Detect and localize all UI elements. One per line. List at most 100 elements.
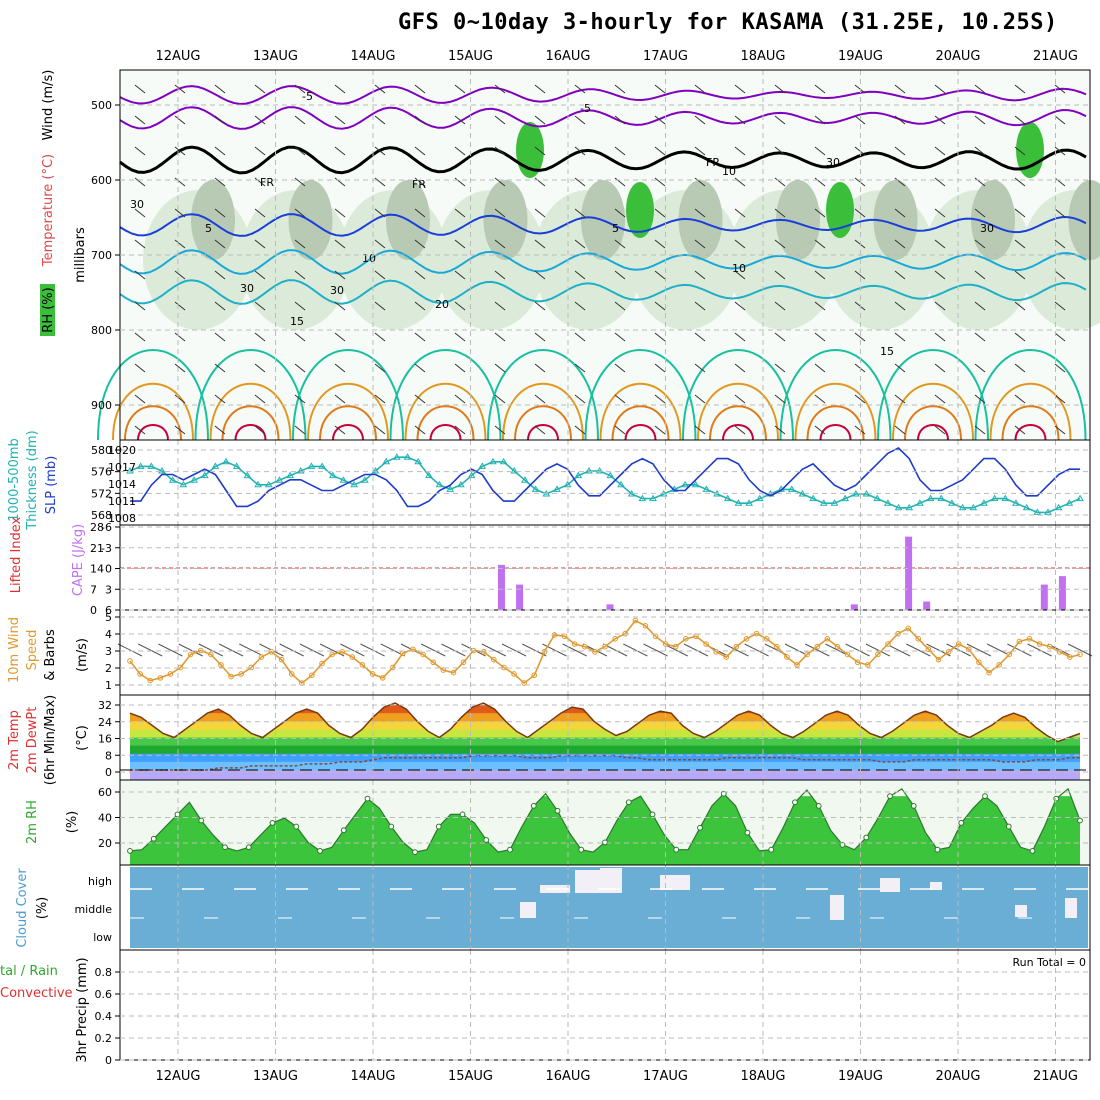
wind-barb: [534, 270, 546, 280]
y-tick-label: 0.6: [95, 988, 113, 1001]
wind-barb: [254, 270, 266, 280]
wind-barb: [734, 425, 746, 435]
wind-barb: [294, 208, 306, 218]
date-bottom-label: 21AUG: [1033, 1069, 1078, 1084]
wind-barb: [294, 239, 306, 249]
rh-point: [245, 844, 252, 851]
wind-barb: [694, 239, 706, 249]
temp-color-band: [130, 769, 1080, 780]
wind-barb: [614, 332, 626, 342]
contour-label: 30: [826, 156, 840, 169]
wind-barb: [134, 115, 146, 125]
wind-barb: [374, 394, 386, 404]
wind-barb: [894, 425, 906, 435]
wind-barb: [974, 301, 986, 311]
cloud-units-label: (%): [35, 897, 50, 920]
surface-wind-barb: [481, 643, 507, 657]
wind-barb: [694, 394, 706, 404]
wind-barb: [334, 146, 346, 156]
cape-tick-label: 14: [90, 563, 104, 576]
run-total-label: Run Total = 0: [1013, 956, 1087, 969]
y-tick-label: 24: [98, 716, 112, 729]
rh-point: [625, 799, 632, 806]
wind-barb: [574, 208, 586, 218]
wind-barb: [734, 115, 746, 125]
wind-barb: [374, 146, 386, 156]
wind-barb: [734, 394, 746, 404]
wind-barb: [374, 363, 386, 373]
wind-barb: [334, 115, 346, 125]
wind-barb: [174, 177, 186, 187]
thickness-point: [1076, 494, 1084, 502]
surface-wind-barb: [744, 643, 769, 657]
wind-barb: [494, 208, 506, 218]
surface-wind-barb: [542, 643, 567, 657]
y-tick-label: 0: [105, 563, 112, 576]
temp-dome-contour: [892, 382, 974, 441]
wind-barb: [214, 177, 226, 187]
contour-label: 15: [880, 345, 894, 358]
contour-label: 5: [205, 222, 212, 235]
surface-wind-barb: [158, 643, 183, 657]
temp-dome-contour: [1014, 424, 1047, 441]
wind-barb: [174, 84, 186, 94]
rh-point: [697, 824, 703, 831]
wind-barb: [494, 425, 506, 435]
wind10m-label: 10m Wind: [7, 617, 22, 683]
wind-barb: [934, 239, 946, 249]
wind-barb: [654, 115, 666, 125]
temp-units-label: (°C): [75, 725, 90, 751]
surface-wind-barb: [845, 643, 870, 657]
wind-barb: [374, 84, 386, 94]
rh-point: [792, 799, 798, 806]
wind-barb: [454, 394, 466, 404]
wind-barb: [654, 146, 666, 156]
temp-contour-minus5: [119, 85, 1087, 106]
wind-barb: [694, 270, 706, 280]
wind-barb: [774, 301, 786, 311]
y-tick-label: 16: [98, 733, 112, 746]
wind-barb: [334, 332, 346, 342]
wind-barb: [734, 177, 746, 187]
wind-barb: [654, 84, 666, 94]
wind-barb: [694, 425, 706, 435]
date-top-label: 12AUG: [155, 49, 200, 64]
wind-barb: [254, 208, 266, 218]
wind-barb: [1014, 208, 1026, 218]
cloud-cover-label: Cloud Cover: [15, 868, 30, 948]
wind-barb: [374, 425, 386, 435]
thickness-line: [129, 456, 1081, 514]
surface-wind-barb: [420, 643, 446, 657]
cape-tick-label: 0: [90, 604, 97, 617]
wind-barb: [134, 239, 146, 249]
wind-barb: [494, 239, 506, 249]
y-tick-label: 4: [105, 628, 112, 641]
y-tick-label: 0: [105, 1054, 112, 1067]
contour-label: -5: [302, 90, 313, 103]
temp-dome-contour: [722, 424, 754, 441]
wind-barb: [574, 332, 586, 342]
wind-barb: [974, 270, 986, 280]
wind-barb: [294, 146, 306, 156]
temp-dome-contour: [794, 382, 877, 441]
wind-barb: [694, 301, 706, 311]
y-tick-label: 3: [105, 645, 112, 658]
precip-frame: [119, 949, 1091, 1061]
cape-bar: [1040, 584, 1048, 610]
rh-point: [507, 846, 513, 853]
date-bottom-label: 18AUG: [740, 1069, 785, 1084]
wind-barb: [294, 115, 306, 125]
wind-barb: [774, 177, 786, 187]
wind-label: Wind (m/s): [41, 70, 56, 141]
wind-barb: [1054, 332, 1066, 342]
rh-point: [910, 803, 917, 809]
wind-barb: [214, 84, 226, 94]
wind-barb: [174, 270, 186, 280]
wind-barb: [734, 363, 746, 373]
temp-line: [129, 702, 1081, 743]
wind-barb: [254, 332, 266, 342]
wind-barb: [934, 270, 946, 280]
y-tick-label: 500: [91, 99, 112, 112]
wind-barbs-label: & Barbs: [43, 629, 58, 681]
wind-barb: [1014, 363, 1026, 373]
